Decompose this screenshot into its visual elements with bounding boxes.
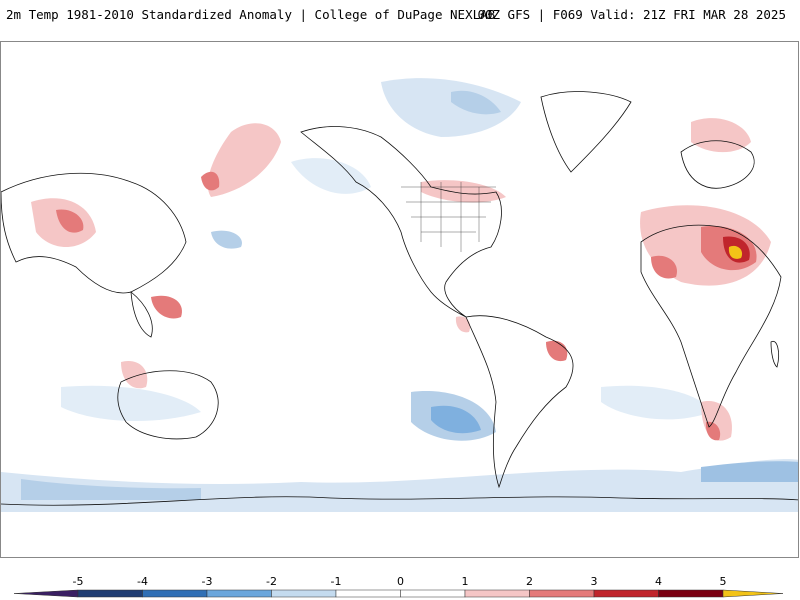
- colorbar-segment: [335, 589, 401, 598]
- colorbar-low-extension: [13, 589, 79, 598]
- colorbar-tick-label: 3: [591, 575, 598, 588]
- colorbar-segment: [464, 589, 530, 598]
- colorbar-tick-label: -1: [331, 575, 342, 588]
- state-borders: [401, 182, 496, 252]
- colorbar-tick-label: 0: [397, 575, 404, 588]
- colorbar-segment: [529, 589, 595, 598]
- colorbar-segment: [77, 589, 143, 598]
- colorbar-high-extension: [722, 589, 784, 598]
- continent-outlines: [1, 91, 798, 506]
- colorbar-tick-label: -2: [266, 575, 277, 588]
- colorbar-tick-label: 1: [462, 575, 469, 588]
- map-panel: [0, 41, 799, 558]
- colorbar-tick-label: -5: [73, 575, 84, 588]
- colorbar-segment: [593, 589, 659, 598]
- colorbar-tick-label: -4: [137, 575, 148, 588]
- colorbar-segment: [206, 589, 272, 598]
- colorbar: -5 -4 -3 -2 -1 0 1 2 3 4 5: [0, 570, 800, 600]
- colorbar-tick-label: -3: [202, 575, 213, 588]
- anomaly-shading: [1, 78, 798, 512]
- colorbar-tick-label: 5: [720, 575, 727, 588]
- colorbar-scale: -5 -4 -3 -2 -1 0 1 2 3 4 5: [13, 575, 784, 598]
- colorbar-segment: [400, 589, 466, 598]
- colorbar-segment: [142, 589, 208, 598]
- colorbar-segment: [658, 589, 724, 598]
- map-title: 2m Temp 1981-2010 Standardized Anomaly |…: [6, 7, 496, 22]
- anomaly-map: [1, 78, 798, 512]
- run-info: 00Z GFS | F069 Valid: 21Z FRI MAR 28 202…: [477, 7, 786, 22]
- colorbar-tick-label: 4: [655, 575, 662, 588]
- header: 2m Temp 1981-2010 Standardized Anomaly |…: [0, 0, 800, 30]
- colorbar-tick-label: 2: [526, 575, 533, 588]
- colorbar-segment: [271, 589, 337, 598]
